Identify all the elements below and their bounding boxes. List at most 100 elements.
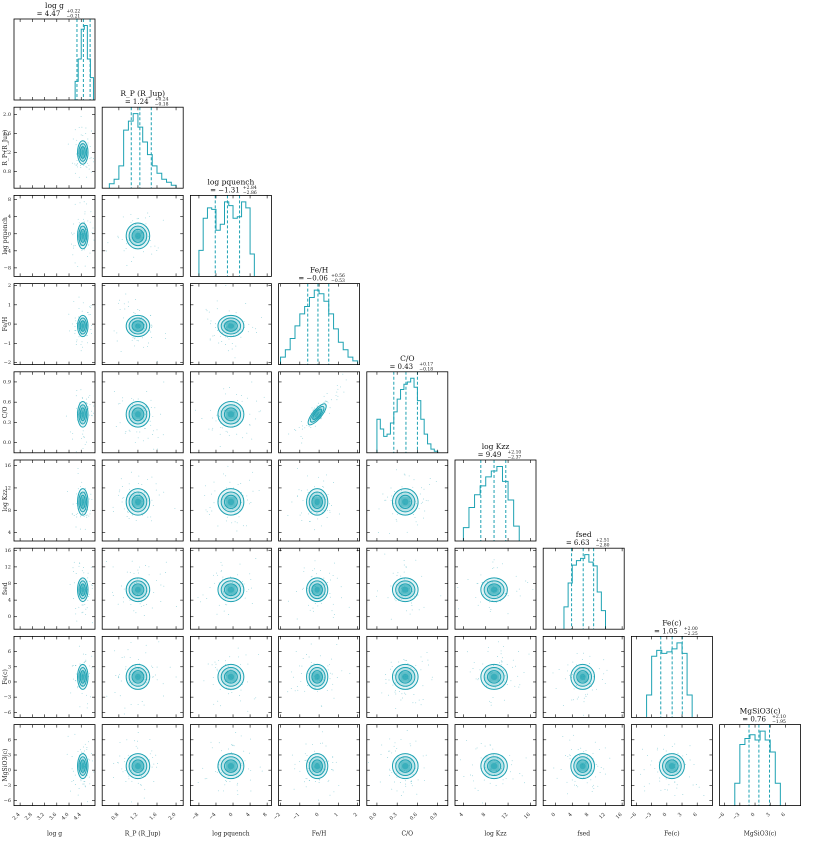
sample-point <box>235 732 237 733</box>
sample-point <box>80 780 82 782</box>
sample-point <box>424 510 426 512</box>
panel-title-plus-kzz: +2.10 <box>508 450 522 456</box>
sample-point <box>495 785 497 787</box>
sample-point <box>129 599 131 601</box>
sample-point <box>117 761 119 763</box>
sample-point <box>420 656 422 658</box>
sample-point <box>134 345 136 347</box>
sample-point <box>81 592 83 594</box>
sample-point <box>312 607 314 609</box>
sample-point <box>240 689 242 691</box>
sample-point <box>243 583 245 585</box>
sample-point <box>310 643 312 645</box>
sample-point <box>81 397 83 398</box>
sample-point <box>327 582 329 583</box>
y-tick-label: 4 <box>8 530 11 536</box>
sample-point <box>71 768 73 770</box>
sample-point <box>323 497 324 499</box>
joint-panel-fec-vs-feh <box>278 636 361 718</box>
panel-frame <box>13 194 96 277</box>
sample-point <box>165 332 166 334</box>
sample-point <box>492 561 494 563</box>
sample-point <box>238 516 240 518</box>
panel-title-minus-logg: −0.21 <box>67 14 81 20</box>
panel-title-plus-pq: +2.84 <box>243 185 257 191</box>
sample-point <box>469 671 471 673</box>
sample-point <box>244 760 246 762</box>
sample-point <box>309 609 311 611</box>
panel-title-minus-mgsio3: −1.95 <box>772 719 786 725</box>
sample-point <box>326 517 328 518</box>
sample-point <box>80 579 82 581</box>
y-tick-label: 4 <box>8 598 11 604</box>
sample-point <box>213 703 215 705</box>
sample-point <box>404 474 406 476</box>
sample-point <box>400 738 402 740</box>
sample-point <box>209 339 211 341</box>
contour-level-1 <box>490 762 498 770</box>
sample-point <box>125 431 127 432</box>
sample-point <box>394 691 396 693</box>
sample-point <box>300 673 302 674</box>
sample-point <box>643 785 645 787</box>
sample-point <box>255 418 257 420</box>
sample-point <box>141 775 142 777</box>
sample-point <box>88 515 90 517</box>
sample-point <box>496 761 498 763</box>
sample-point <box>317 506 319 508</box>
sample-point <box>393 674 395 676</box>
sample-point <box>500 650 502 652</box>
sample-point <box>73 247 75 249</box>
panel-title-plus-rp: +0.24 <box>155 97 169 103</box>
sample-point <box>228 592 230 594</box>
sample-point <box>503 645 504 647</box>
y-axis-label-rp: R_P (R_Jup) <box>2 130 9 166</box>
sample-point <box>256 400 258 402</box>
sample-point <box>147 212 149 214</box>
sample-point <box>381 744 383 746</box>
y-tick-label: 2 <box>8 283 11 289</box>
sample-point <box>411 780 412 782</box>
sample-point <box>81 692 83 694</box>
sample-point <box>209 338 211 340</box>
y-axis-label-fec: Fe(c) <box>2 669 9 684</box>
sample-point <box>137 740 138 742</box>
panel-frame <box>366 547 449 630</box>
sample-point <box>231 754 233 756</box>
sample-point <box>69 431 71 433</box>
sample-point <box>325 498 327 500</box>
sample-point <box>440 595 442 597</box>
sample-point <box>131 780 133 782</box>
sample-point <box>113 777 115 779</box>
sample-point <box>140 784 142 786</box>
sample-point <box>298 489 300 491</box>
y-tick-label: 3 <box>8 752 11 758</box>
sample-point <box>73 780 75 781</box>
sample-point <box>129 494 131 496</box>
sample-point <box>228 585 230 587</box>
sample-point <box>423 779 425 781</box>
sample-point <box>84 249 86 251</box>
y-tick-label: 0 <box>8 614 11 620</box>
sample-point <box>500 660 502 662</box>
sample-point <box>460 759 461 761</box>
sample-point <box>74 326 76 327</box>
density-peak <box>489 672 499 682</box>
sample-point <box>143 704 145 706</box>
sample-point <box>491 768 492 770</box>
sample-point <box>134 665 136 667</box>
sample-point <box>505 777 507 779</box>
sample-point <box>211 747 213 749</box>
sample-point <box>122 771 124 773</box>
panel-frame <box>542 547 625 630</box>
sample-point <box>327 669 329 671</box>
sample-point <box>221 750 223 752</box>
sample-point <box>324 405 326 407</box>
sample-point <box>74 245 76 247</box>
sample-point <box>222 592 224 594</box>
sample-point <box>331 673 333 675</box>
sample-point <box>71 243 72 245</box>
sample-point <box>74 784 76 785</box>
sample-point <box>130 406 132 408</box>
sample-point <box>585 696 587 697</box>
